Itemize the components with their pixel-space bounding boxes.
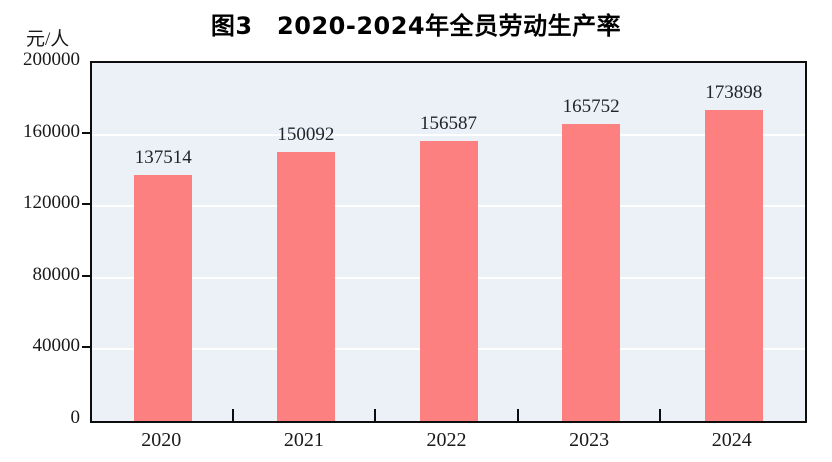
y-tick-mark-120000 [82, 203, 90, 206]
bar-value-label-2024: 173898 [705, 81, 763, 103]
x-tick-label-2020: 2020 [141, 429, 182, 451]
bar-value-label-2021: 150092 [277, 124, 335, 146]
plot-area: 137514 150092 156587 165752 173898 [90, 61, 807, 423]
x-tick-mark-3 [516, 409, 519, 421]
x-tick-label-2024: 2024 [711, 429, 752, 451]
chart-title: 图3 2020-2024年全员劳动生产率 [210, 12, 622, 40]
bar-2023 [562, 124, 621, 421]
y-tick-mark-80000 [82, 274, 90, 277]
y-tick-mark-40000 [82, 346, 90, 349]
bar-2024 [704, 109, 763, 421]
bar-2020 [134, 174, 193, 421]
y-tick-label-40000: 40000 [32, 335, 81, 357]
y-axis-unit-label: 元/人 [26, 29, 70, 50]
x-tick-label-2023: 2023 [569, 429, 610, 451]
y-tick-label-0: 0 [70, 407, 81, 428]
gridline-160000 [92, 133, 805, 136]
x-tick-label-2021: 2021 [283, 429, 324, 451]
bar-2022 [419, 140, 478, 421]
y-tick-label-160000: 160000 [23, 120, 80, 142]
bar-value-label-2022: 156587 [420, 112, 477, 134]
x-tick-mark-1 [231, 409, 234, 421]
x-tick-mark-2 [374, 409, 377, 421]
x-tick-mark-4 [659, 409, 662, 421]
y-tick-label-80000: 80000 [32, 263, 81, 285]
x-tick-label-2022: 2022 [426, 429, 467, 451]
bar-2021 [276, 152, 335, 421]
bar-value-label-2020: 137514 [134, 146, 192, 168]
y-tick-mark-160000 [82, 131, 90, 134]
y-tick-label-120000: 120000 [23, 192, 80, 214]
y-tick-label-200000: 200000 [23, 49, 80, 70]
bar-value-label-2023: 165752 [562, 96, 620, 118]
